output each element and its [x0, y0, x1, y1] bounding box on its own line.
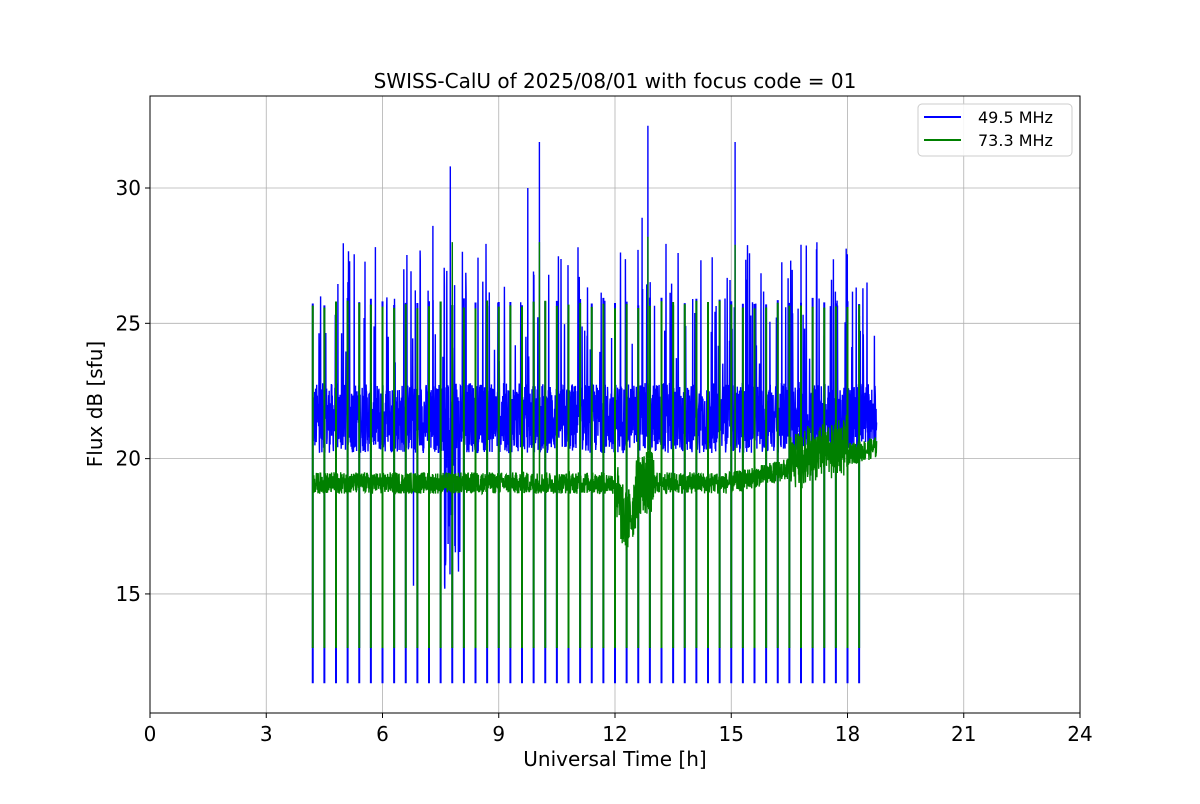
y-tick-label: 15 — [116, 582, 141, 606]
x-axis-label: Universal Time [h] — [523, 747, 706, 771]
x-tick-label: 3 — [260, 722, 273, 746]
series-line-73-3 — [312, 236, 878, 552]
x-tick-label: 15 — [719, 722, 744, 746]
series-line-49-5 — [312, 125, 878, 605]
x-tick-label: 12 — [602, 722, 627, 746]
x-tick-label: 6 — [376, 722, 389, 746]
chart-title: SWISS-CalU of 2025/08/01 with focus code… — [374, 69, 857, 93]
x-tick-label: 0 — [144, 722, 157, 746]
legend-label-49-5: 49.5 MHz — [978, 108, 1053, 127]
data-layer — [311, 125, 878, 684]
y-tick-label: 30 — [116, 176, 141, 200]
tick-layer: 0 3 6 9 12 15 18 21 24 15 20 25 30 — [116, 176, 1093, 746]
x-tick-label: 24 — [1067, 722, 1092, 746]
x-tick-label: 18 — [835, 722, 860, 746]
y-axis-label: Flux dB [sfu] — [83, 341, 107, 467]
x-tick-label: 21 — [951, 722, 976, 746]
y-tick-label: 25 — [116, 311, 141, 335]
legend: 49.5 MHz 73.3 MHz — [917, 103, 1073, 157]
x-tick-label: 9 — [492, 722, 505, 746]
y-tick-label: 20 — [116, 447, 141, 471]
legend-label-73-3: 73.3 MHz — [978, 131, 1053, 150]
